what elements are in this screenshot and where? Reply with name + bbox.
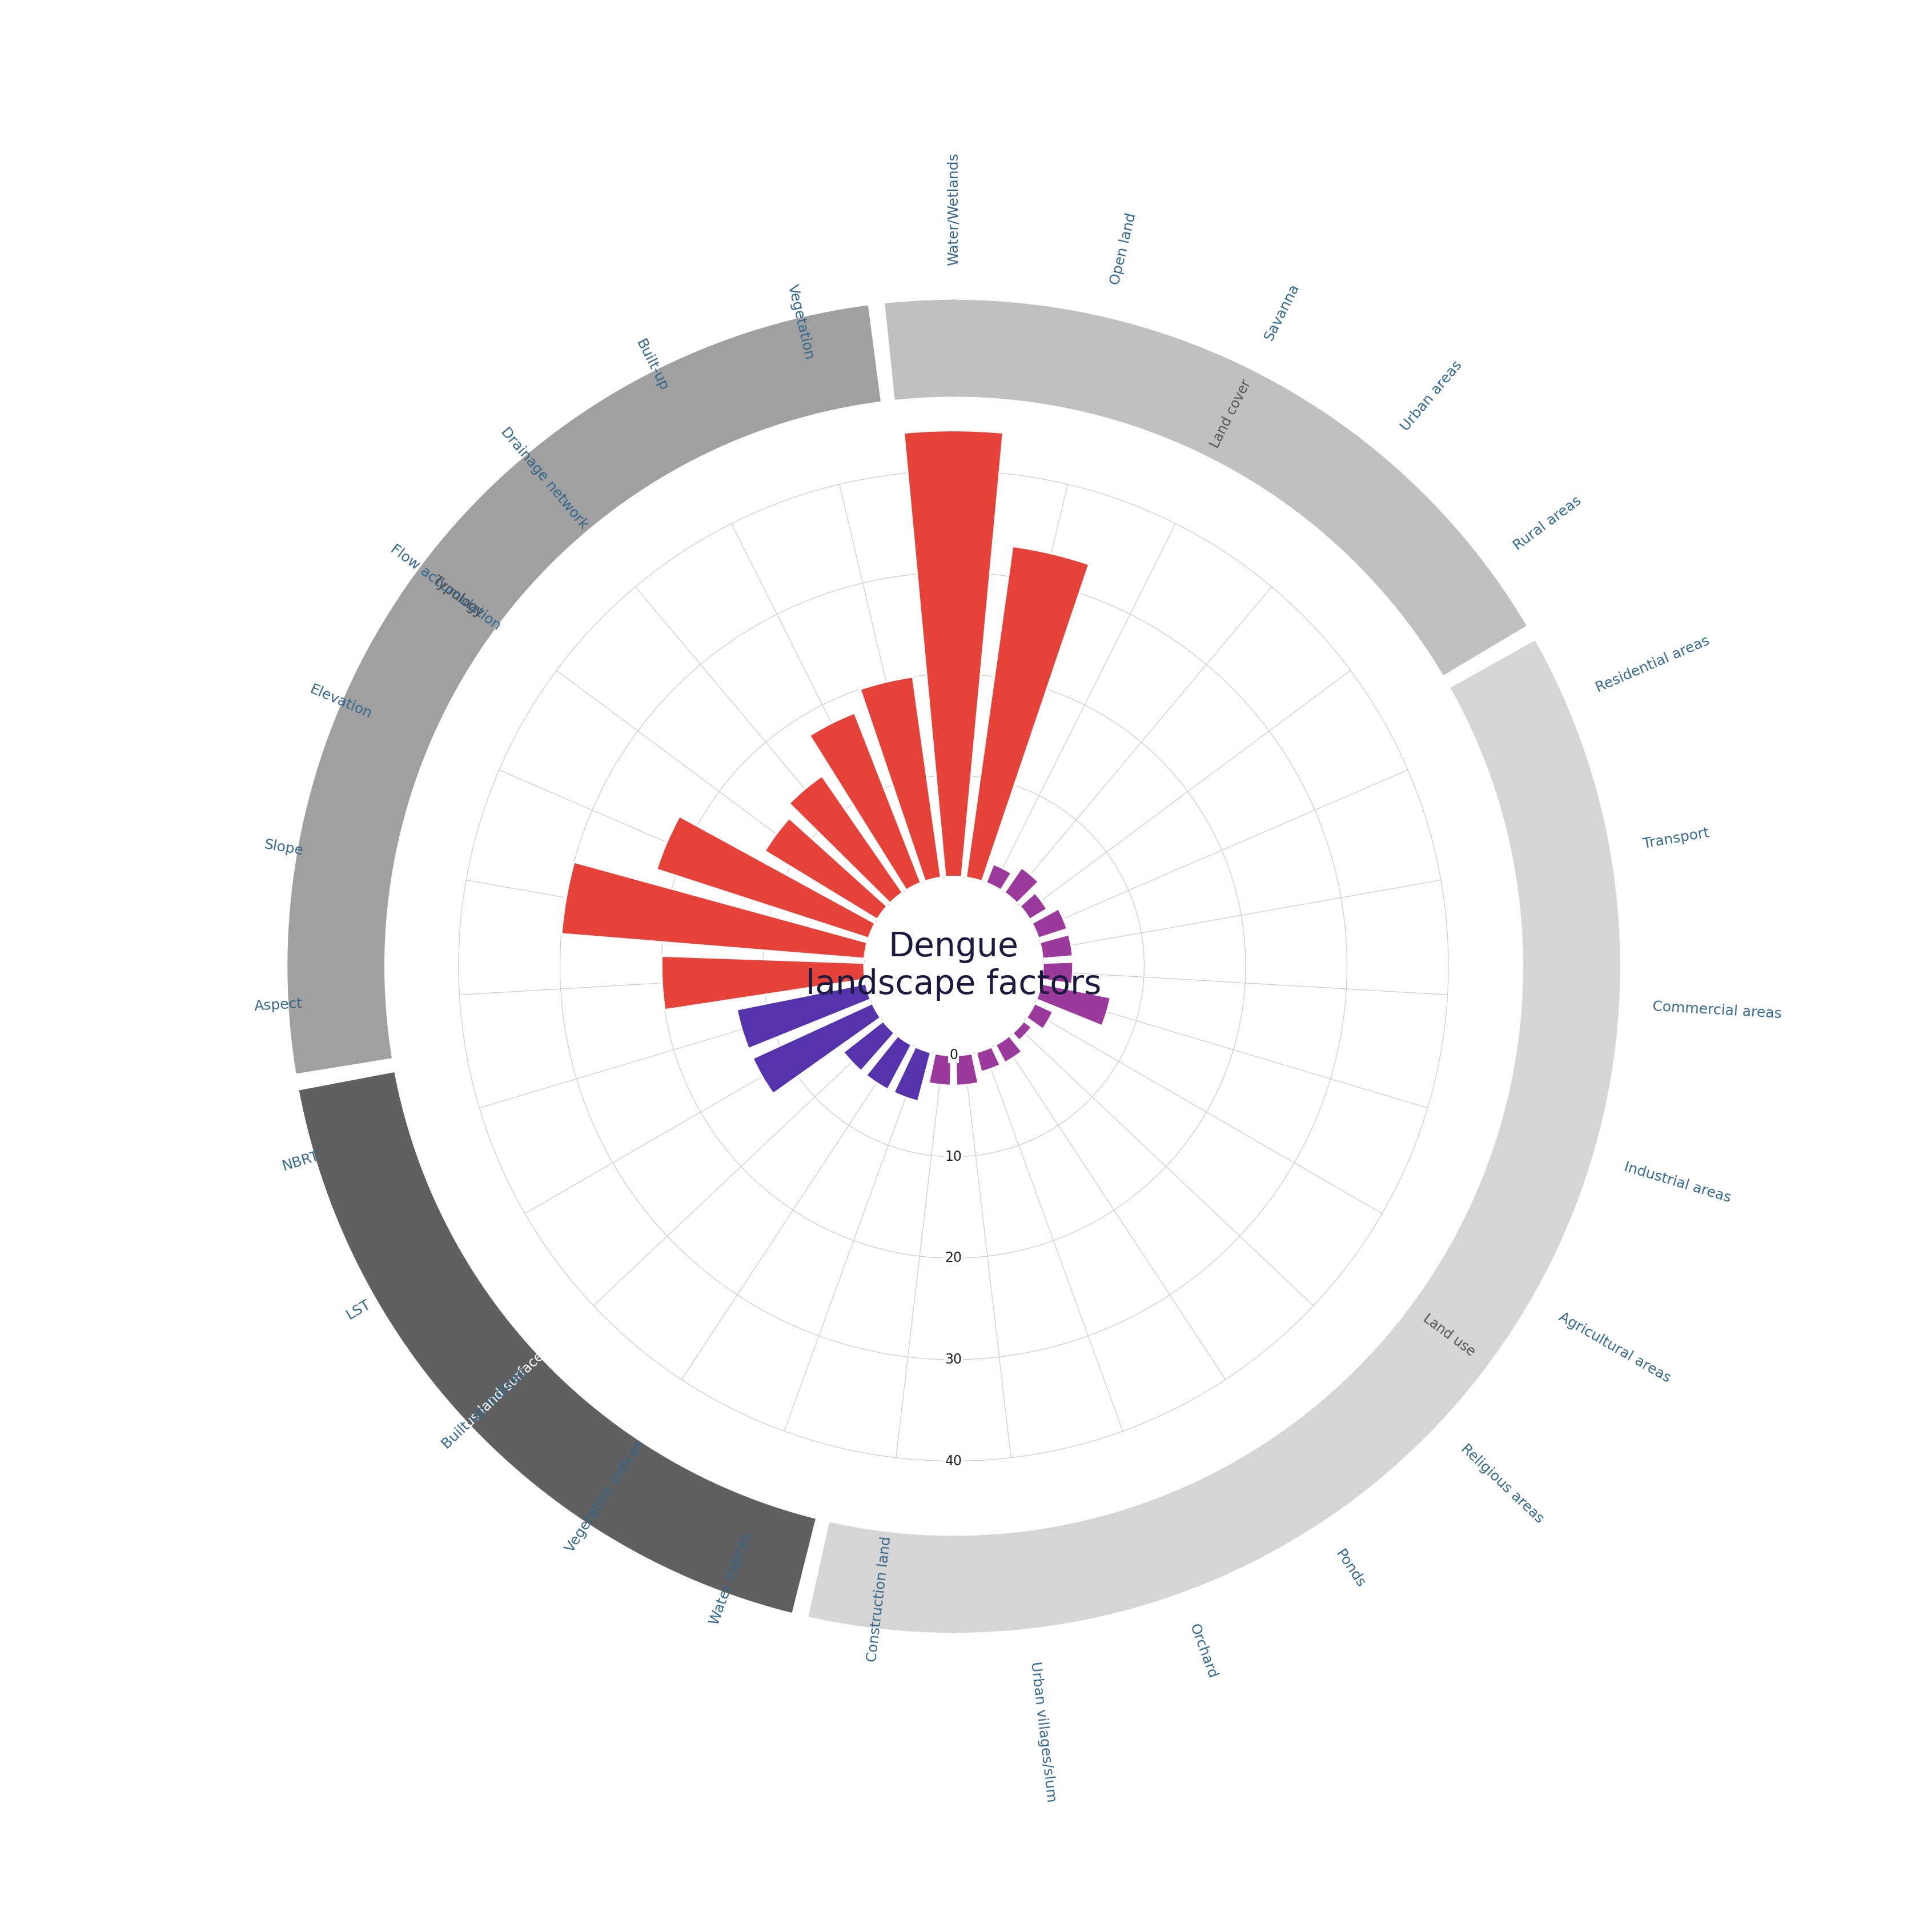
Bar bbox=[995, 1036, 1022, 1063]
Text: Continuous land surface features: Continuous land surface features bbox=[418, 1308, 591, 1472]
Text: Drainage network: Drainage network bbox=[498, 425, 591, 531]
Bar bbox=[561, 862, 868, 958]
Text: Vegetation indices: Vegetation indices bbox=[563, 1437, 646, 1555]
Text: 10: 10 bbox=[946, 1150, 961, 1163]
Text: Transport: Transport bbox=[1642, 827, 1711, 852]
Text: Dengue
landscape factors: Dengue landscape factors bbox=[807, 931, 1100, 1001]
Text: 40: 40 bbox=[946, 1455, 961, 1468]
Bar bbox=[1005, 867, 1039, 904]
Bar bbox=[736, 983, 871, 1049]
Bar bbox=[1020, 893, 1047, 920]
Text: Land use: Land use bbox=[1421, 1312, 1478, 1358]
Bar bbox=[1032, 908, 1068, 939]
Bar bbox=[662, 956, 866, 1010]
Text: Typology: Typology bbox=[429, 574, 486, 620]
Bar bbox=[1039, 935, 1074, 958]
Bar bbox=[904, 431, 1003, 877]
Text: Elevation: Elevation bbox=[307, 682, 374, 721]
Bar bbox=[1041, 962, 1074, 983]
Text: Aspect: Aspect bbox=[254, 997, 303, 1014]
Bar bbox=[860, 676, 940, 881]
Text: Flow accumulation: Flow accumulation bbox=[387, 543, 503, 634]
Text: Rural areas: Rural areas bbox=[1510, 495, 1585, 553]
Text: Open land: Open land bbox=[1108, 211, 1138, 286]
Text: 30: 30 bbox=[946, 1352, 961, 1366]
Text: Vegetation: Vegetation bbox=[786, 282, 816, 361]
Text: Land cover: Land cover bbox=[1207, 377, 1253, 450]
Text: Industrial areas: Industrial areas bbox=[1623, 1161, 1733, 1206]
Text: Urban villages/slum: Urban villages/slum bbox=[1028, 1662, 1058, 1803]
Text: Orchard: Orchard bbox=[1186, 1621, 1219, 1681]
Text: Commercial areas: Commercial areas bbox=[1651, 1001, 1783, 1022]
Text: Ponds: Ponds bbox=[1333, 1548, 1367, 1590]
Text: Construction land: Construction land bbox=[866, 1536, 894, 1662]
Text: Built-up: Built-up bbox=[633, 336, 671, 392]
Text: 20: 20 bbox=[946, 1252, 961, 1265]
Bar bbox=[967, 547, 1089, 881]
Bar bbox=[809, 713, 921, 891]
Bar bbox=[929, 1053, 952, 1086]
Text: NBRT: NBRT bbox=[280, 1150, 320, 1173]
Bar bbox=[866, 1036, 912, 1090]
Text: Agricultural areas: Agricultural areas bbox=[1556, 1310, 1672, 1385]
Bar bbox=[1026, 1003, 1053, 1030]
Text: Slope: Slope bbox=[263, 838, 303, 858]
Bar bbox=[656, 815, 875, 939]
Bar bbox=[1013, 1020, 1032, 1041]
Bar bbox=[789, 777, 902, 904]
Bar bbox=[843, 1020, 894, 1070]
Text: Savanna: Savanna bbox=[1262, 282, 1302, 344]
Bar bbox=[986, 864, 1011, 891]
Text: Residential areas: Residential areas bbox=[1594, 634, 1712, 696]
Bar bbox=[1036, 983, 1110, 1026]
Text: Water indices: Water indices bbox=[707, 1530, 753, 1627]
Bar bbox=[976, 1047, 1001, 1072]
Text: Water/Wetlands: Water/Wetlands bbox=[946, 153, 961, 265]
Bar bbox=[894, 1047, 931, 1101]
Text: Urban areas: Urban areas bbox=[1398, 357, 1465, 435]
Bar bbox=[955, 1053, 978, 1086]
Bar bbox=[765, 817, 887, 920]
Text: Built-up indices: Built-up indices bbox=[439, 1366, 530, 1451]
Bar bbox=[753, 1003, 881, 1094]
Text: 0: 0 bbox=[950, 1049, 957, 1063]
Text: LST: LST bbox=[343, 1298, 374, 1321]
Text: Religious areas: Religious areas bbox=[1459, 1441, 1547, 1526]
